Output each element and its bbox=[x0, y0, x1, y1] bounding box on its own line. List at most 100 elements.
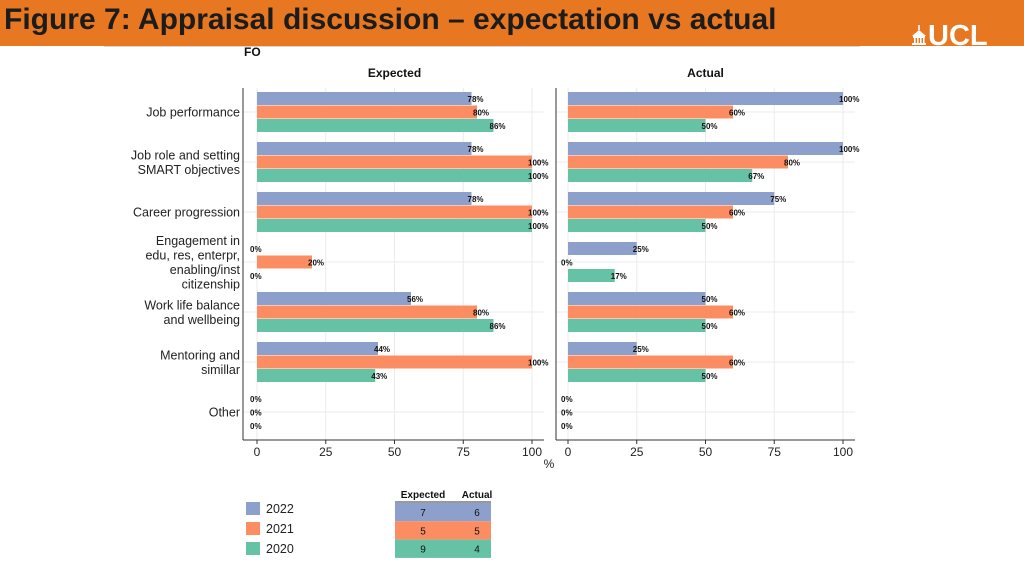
bar bbox=[568, 369, 706, 382]
category-label-line: Engagement in bbox=[156, 234, 240, 248]
data-label: 56% bbox=[407, 295, 423, 304]
category-label-line: and wellbeing bbox=[164, 313, 240, 327]
data-label: 0% bbox=[561, 395, 573, 404]
category-label-line: simillar bbox=[201, 363, 240, 377]
table-row bbox=[395, 539, 491, 558]
chart-title: FO bbox=[244, 45, 261, 59]
data-label: 100% bbox=[839, 95, 859, 104]
bar bbox=[568, 305, 733, 319]
bar bbox=[568, 319, 706, 332]
category-label-line: Mentoring and bbox=[160, 348, 240, 362]
legend-swatch bbox=[246, 522, 260, 535]
table-cell: 6 bbox=[474, 508, 480, 519]
data-label: 60% bbox=[729, 309, 745, 318]
data-label: 44% bbox=[374, 345, 390, 354]
data-label: 0% bbox=[561, 422, 573, 431]
data-label: 100% bbox=[528, 159, 548, 168]
data-label: 43% bbox=[371, 372, 387, 381]
data-label: 80% bbox=[784, 159, 800, 168]
x-tick-label: 25 bbox=[630, 445, 644, 459]
data-label: 0% bbox=[250, 422, 262, 431]
data-label: 50% bbox=[702, 295, 718, 304]
data-label: 0% bbox=[250, 272, 262, 281]
bar bbox=[257, 205, 532, 219]
bar bbox=[568, 205, 733, 219]
category-label-line: Other bbox=[209, 406, 240, 420]
data-label: 25% bbox=[633, 245, 649, 254]
table-header: Expected bbox=[401, 490, 445, 501]
table-row bbox=[395, 503, 491, 522]
data-label: 86% bbox=[490, 322, 506, 331]
data-label: 17% bbox=[611, 272, 627, 281]
bar bbox=[257, 119, 494, 132]
page-title: Figure 7: Appraisal discussion – expecta… bbox=[4, 3, 777, 36]
category-label-line: citizenship bbox=[182, 277, 240, 291]
ucl-portico-icon bbox=[912, 25, 926, 45]
data-label: 78% bbox=[468, 95, 484, 104]
bar bbox=[568, 342, 637, 355]
x-tick-label: 25 bbox=[319, 445, 333, 459]
data-label: 60% bbox=[729, 209, 745, 218]
table-cell: 7 bbox=[420, 508, 426, 519]
bar bbox=[257, 292, 411, 305]
bar bbox=[568, 119, 706, 132]
x-axis-label: % bbox=[544, 457, 555, 471]
table-header: Actual bbox=[462, 490, 493, 501]
data-label: 80% bbox=[473, 309, 489, 318]
header-divider bbox=[104, 46, 860, 47]
legend-label: 2020 bbox=[266, 542, 294, 556]
legend-swatch bbox=[246, 502, 260, 515]
panel-title: Expected bbox=[368, 66, 421, 80]
data-label: 50% bbox=[702, 122, 718, 131]
category-label: Job role and setting SMART objectives bbox=[131, 148, 240, 177]
bar bbox=[257, 305, 477, 319]
data-label: 67% bbox=[748, 172, 764, 181]
x-tick-label: 0 bbox=[565, 445, 572, 459]
data-label: 60% bbox=[729, 359, 745, 368]
bar bbox=[568, 142, 843, 155]
ucl-logo: UCL bbox=[912, 20, 988, 48]
legend-label: 2022 bbox=[266, 502, 294, 516]
logo-text: UCL bbox=[928, 20, 988, 48]
bar bbox=[257, 369, 376, 382]
bar bbox=[257, 255, 312, 269]
table-cell: 5 bbox=[474, 526, 480, 537]
bar bbox=[568, 269, 615, 282]
panel-title: Actual bbox=[687, 66, 724, 80]
category-label: Engagement in edu, res, enterpr, enabling/… bbox=[145, 234, 240, 292]
bar bbox=[257, 342, 378, 355]
x-tick-label: 75 bbox=[768, 445, 782, 459]
header-bar: Figure 7: Appraisal discussion – expecta… bbox=[0, 0, 1024, 48]
bar bbox=[257, 155, 532, 169]
bar bbox=[568, 192, 775, 205]
bar bbox=[257, 105, 477, 119]
table-row bbox=[395, 521, 491, 540]
category-label-line: Career progression bbox=[133, 206, 240, 220]
table-cell: 4 bbox=[474, 545, 480, 556]
data-label: 25% bbox=[633, 345, 649, 354]
data-label: 100% bbox=[528, 209, 548, 218]
data-label: 20% bbox=[308, 259, 324, 268]
category-label-line: enabling/inst bbox=[170, 263, 241, 277]
legend-swatch bbox=[246, 542, 260, 555]
data-label: 100% bbox=[839, 145, 859, 154]
category-label: Work life balance and wellbeing bbox=[144, 298, 240, 327]
bar bbox=[568, 292, 706, 305]
category-label: Other bbox=[209, 406, 240, 420]
table-cell: 5 bbox=[420, 526, 426, 537]
category-label-line: Job performance bbox=[146, 106, 240, 120]
legend-label: 2021 bbox=[266, 522, 294, 536]
bar bbox=[568, 242, 637, 255]
bar bbox=[257, 192, 472, 205]
data-label: 100% bbox=[528, 172, 548, 181]
data-label: 78% bbox=[468, 195, 484, 204]
category-label: Mentoring and simillar bbox=[160, 348, 240, 377]
category-label: Career progression bbox=[133, 206, 240, 220]
bar bbox=[568, 155, 788, 169]
bar bbox=[568, 92, 843, 105]
x-tick-label: 50 bbox=[699, 445, 713, 459]
data-label: 75% bbox=[770, 195, 786, 204]
bar bbox=[257, 219, 532, 232]
data-label: 78% bbox=[468, 145, 484, 154]
